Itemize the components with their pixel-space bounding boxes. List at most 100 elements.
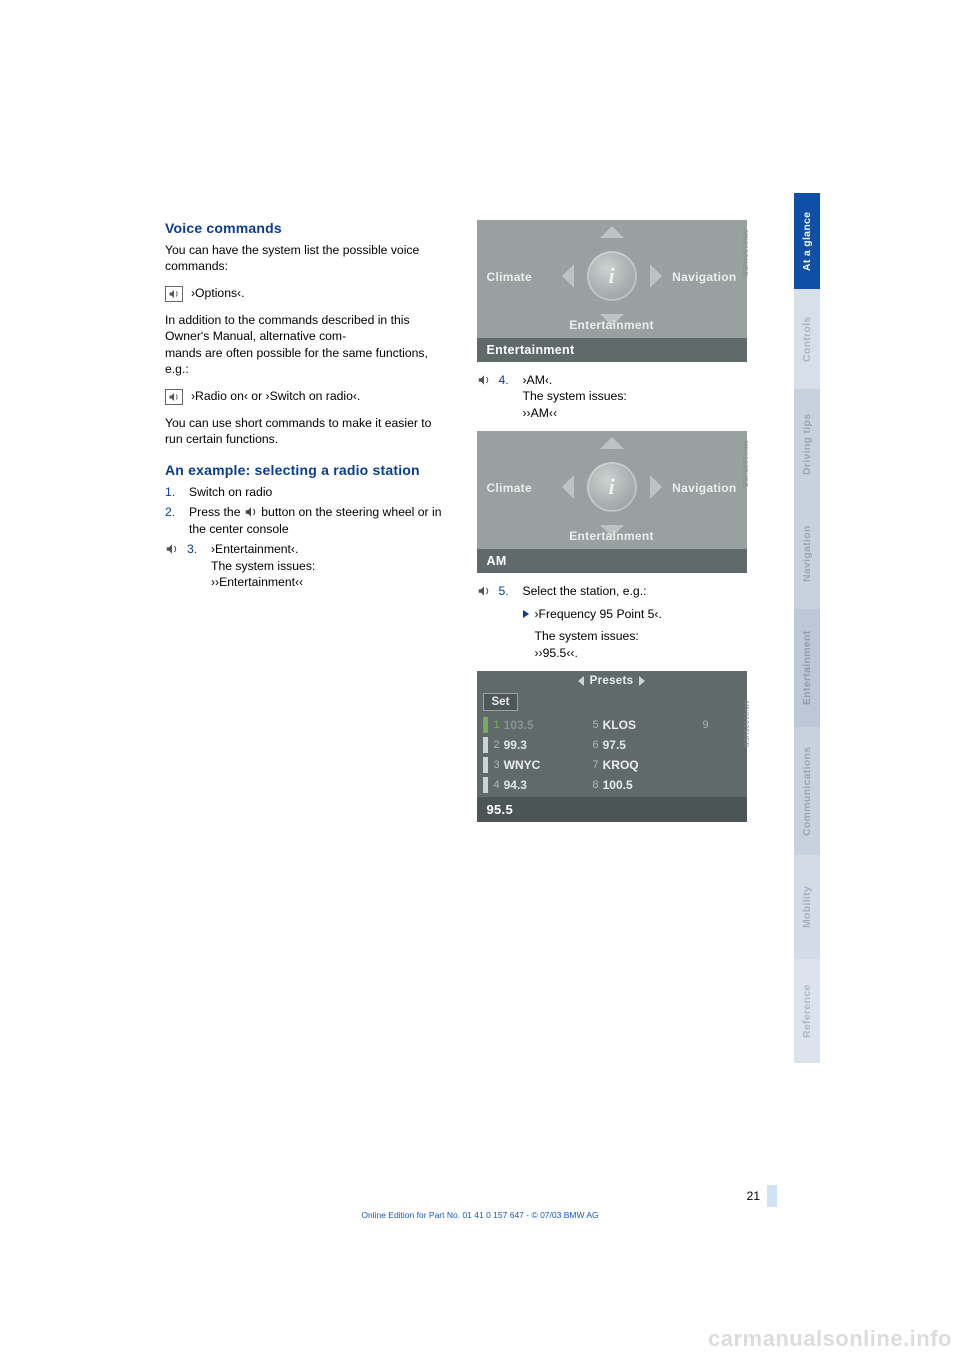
preset-number: 3: [494, 759, 500, 771]
step-number: 3.: [187, 541, 203, 590]
figure-code: MN01035UEB: [742, 441, 749, 488]
step-4b: The system issues:: [523, 389, 627, 403]
preset-value: KLOS: [603, 718, 636, 732]
voice-command-radio-on: ›Radio on‹ or ›Switch on radio‹.: [165, 388, 449, 405]
step-5a: Select the station, e.g.:: [523, 584, 647, 598]
triangle-left-icon: [578, 676, 584, 686]
step-4: 4. ›AM‹. The system issues: ››AM‹‹: [499, 372, 627, 421]
step-text: ›Entertainment‹. The system issues: ››En…: [211, 541, 315, 590]
preset-value: WNYC: [504, 758, 541, 772]
dial-ring: i: [587, 462, 637, 512]
page: Voice commands You can have the system l…: [0, 0, 960, 1358]
step-5: 5. Select the station, e.g.: ›Frequency …: [499, 583, 662, 661]
triangle-right-icon: [639, 676, 645, 686]
step-text-a: Press the: [189, 505, 244, 519]
figure-code: MN01034UEB: [742, 230, 749, 277]
two-column-layout: Voice commands You can have the system l…: [165, 220, 760, 822]
voice-icon: [477, 373, 491, 387]
command-text: ›Options‹.: [191, 285, 245, 301]
preset-bar: [483, 757, 488, 773]
step-4c: ››AM‹‹: [523, 406, 558, 420]
step-number: 5.: [499, 583, 515, 661]
step-5d: ››95.5‹‹.: [535, 646, 578, 660]
step-text: Press the button on the steering wheel o…: [189, 504, 449, 537]
chevron-left-icon: [562, 475, 574, 499]
presets-footer: 95.5: [477, 797, 747, 822]
chevron-right-icon: [650, 264, 662, 288]
step-text: ›AM‹. The system issues: ››AM‹‹: [523, 372, 627, 421]
voice-step-5: 5. Select the station, e.g.: ›Frequency …: [477, 583, 761, 661]
paragraph: mands are often possible for the same fu…: [165, 345, 449, 378]
preset-value: KROQ: [603, 758, 639, 772]
side-tab: Entertainment: [794, 609, 820, 727]
chevron-right-icon: [650, 475, 662, 499]
page-number-bar: [767, 1185, 777, 1207]
dial-ring: i: [587, 251, 637, 301]
step-4a: ›AM‹.: [523, 373, 553, 387]
idrive-dial: i: [562, 226, 662, 326]
idrive-menu: i Climate Navigation Entertainment: [477, 220, 747, 338]
chevron-up-icon: [600, 226, 624, 238]
side-tab: Controls: [794, 289, 820, 389]
preset-cell: 7 KROQ: [593, 755, 703, 775]
idrive-menu: i Climate Navigation Entertainment: [477, 431, 747, 549]
voice-icon: [165, 389, 183, 405]
preset-number: 2: [494, 739, 500, 751]
preset-cell: 1103.5: [483, 715, 593, 735]
heading-example: An example: selecting a radio station: [165, 462, 449, 478]
dial-i: i: [608, 474, 614, 500]
preset-cell: 697.5: [593, 735, 703, 755]
watermark: carmanualsonline.info: [708, 1326, 952, 1352]
preset-number: 8: [593, 779, 599, 791]
preset-cell: 8 100.5: [593, 775, 703, 795]
presets-title: Presets: [590, 675, 634, 687]
menu-navigation: Navigation: [672, 481, 736, 495]
preset-bar: [483, 777, 488, 793]
side-tab: Reference: [794, 959, 820, 1063]
paragraph: You can use short commands to make it ea…: [165, 415, 449, 448]
voice-command-options: ›Options‹.: [165, 285, 449, 302]
preset-bar: [483, 717, 488, 733]
preset-number: 1: [494, 719, 500, 731]
step-3c: ››Entertainment‹‹: [211, 575, 303, 589]
preset-value: 97.5: [603, 738, 626, 752]
step-1: 1. Switch on radio: [165, 484, 449, 500]
preset-number: 6: [593, 739, 599, 751]
side-tabs: At a glanceControlsDriving tipsNavigatio…: [794, 193, 820, 1063]
command-text: ›Radio on‹ or ›Switch on radio‹.: [191, 388, 360, 404]
side-tab: Driving tips: [794, 389, 820, 499]
preset-cell: [703, 735, 741, 755]
preset-value: 94.3: [504, 778, 527, 792]
idrive-status-bar: Entertainment: [477, 338, 747, 362]
preset-cell: 9: [703, 715, 741, 735]
step-number: 4.: [499, 372, 515, 421]
preset-value: 99.3: [504, 738, 527, 752]
voice-icon: [165, 286, 183, 302]
paragraph: In addition to the commands described in…: [165, 312, 449, 345]
step-number: 1.: [165, 484, 181, 500]
step-3b: The system issues:: [211, 559, 315, 573]
menu-climate: Climate: [487, 481, 532, 495]
preset-cell: 494.3: [483, 775, 593, 795]
left-column: Voice commands You can have the system l…: [165, 220, 449, 822]
dial-i: i: [608, 263, 614, 289]
preset-cell: 5 KLOS: [593, 715, 703, 735]
footer-text: Online Edition for Part No. 01 41 0 157 …: [0, 1210, 960, 1220]
step-text: Switch on radio: [189, 484, 449, 500]
idrive-screenshot-2: i Climate Navigation Entertainment AM MN…: [477, 431, 747, 573]
preset-number: 5: [593, 719, 599, 731]
side-tab: Mobility: [794, 855, 820, 959]
figure-code: MN01036UEB: [743, 701, 750, 748]
set-row: Set: [477, 691, 747, 715]
voice-step-4: 4. ›AM‹. The system issues: ››AM‹‹: [477, 372, 761, 421]
voice-step-3: 3. ›Entertainment‹. The system issues: ›…: [165, 541, 449, 590]
page-number: 21: [747, 1189, 760, 1203]
preset-number: 7: [593, 759, 599, 771]
preset-bar: [483, 737, 488, 753]
preset-value: 100.5: [603, 778, 633, 792]
presets-grid: 1103.55KLOS9299.3697.53WNYC7KROQ494.3810…: [477, 715, 747, 797]
step-3a: ›Entertainment‹.: [211, 542, 298, 556]
step-text: Select the station, e.g.: ›Frequency 95 …: [523, 583, 662, 661]
menu-entertainment: Entertainment: [569, 318, 654, 332]
preset-number: 4: [494, 779, 500, 791]
